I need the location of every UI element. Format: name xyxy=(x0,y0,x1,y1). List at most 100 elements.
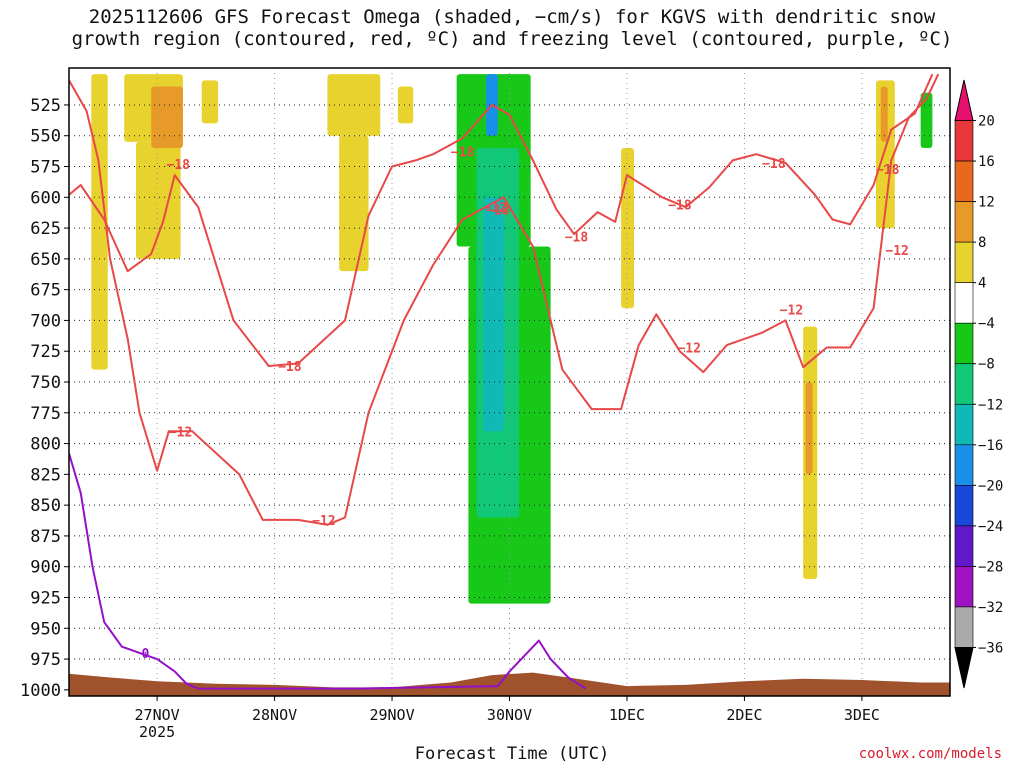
chart-title-line2: growth region (contoured, red, ºC) and f… xyxy=(71,28,953,50)
contour-label--12-0: −12 xyxy=(169,425,192,440)
y-tick-label-775: 775 xyxy=(30,404,61,424)
y-tick-label-650: 650 xyxy=(30,250,61,270)
colorbar-band-8 xyxy=(954,403,974,446)
colorbar-label-5: −4 xyxy=(978,316,995,332)
contour-lines xyxy=(69,73,940,690)
colorbar-label-11: −28 xyxy=(978,559,1003,575)
colorbar-label-2: 12 xyxy=(978,195,995,211)
colorbar-band-11 xyxy=(954,525,974,567)
colorbar-label-13: −36 xyxy=(978,640,1003,656)
colorbar-band-7 xyxy=(954,363,974,405)
x-tick-label-30NOV: 30NOV xyxy=(487,706,532,724)
colorbar-label-4: 4 xyxy=(978,276,986,292)
contour-label--18-3: −18 xyxy=(486,204,510,219)
contour-line-0 xyxy=(69,453,587,690)
contour-label--18-6: −18 xyxy=(762,157,786,172)
omega-region-13 xyxy=(621,148,635,309)
y-axis: 525 550 575 600 625 650 675 700 725 750 775 800 825 8… xyxy=(20,96,69,701)
y-tick-label-925: 925 xyxy=(30,588,61,608)
y-tick-label-750: 750 xyxy=(30,373,61,393)
omega-region-5 xyxy=(327,74,381,136)
contour-labels: −18−18−18−18−18−18−18 −18−12−12−12−12−12−… xyxy=(141,146,908,662)
y-tick-label-1000: 1000 xyxy=(20,681,61,701)
colorbar-label-12: −32 xyxy=(978,600,1003,616)
colorbar-label-7: −12 xyxy=(978,397,1003,413)
y-tick-label-900: 900 xyxy=(30,558,61,578)
contour-label--12-5: −12 xyxy=(885,244,908,259)
contour-label--12-1: −12 xyxy=(312,514,335,529)
contour-label--18-5: −18 xyxy=(668,199,692,214)
contour-label--18-7: −18 xyxy=(876,163,900,178)
y-tick-label-975: 975 xyxy=(30,650,61,670)
colorbar-label-10: −24 xyxy=(978,519,1003,535)
x-tick-sublabel-27NOV: 2025 xyxy=(139,723,175,741)
colorbar-band-6 xyxy=(954,322,974,365)
contour-line--12 xyxy=(69,73,940,526)
y-tick-label-575: 575 xyxy=(30,158,61,178)
contour-label--18-0: −18 xyxy=(167,158,191,173)
y-tick-label-850: 850 xyxy=(30,496,61,516)
colorbar-label-8: −16 xyxy=(978,438,1003,454)
colorbar-cap-top xyxy=(954,79,974,122)
colorbar-band-13 xyxy=(954,606,974,648)
omega-region-17 xyxy=(880,86,888,142)
omega-region-15 xyxy=(805,382,813,475)
y-tick-label-625: 625 xyxy=(30,219,61,239)
y-tick-label-600: 600 xyxy=(30,188,61,208)
y-tick-label-725: 725 xyxy=(30,342,61,362)
y-tick-label-700: 700 xyxy=(30,311,61,331)
y-tick-label-950: 950 xyxy=(30,619,61,639)
colorbar-label-6: −8 xyxy=(978,357,995,373)
omega-region-6 xyxy=(339,135,369,272)
y-tick-label-875: 875 xyxy=(30,527,61,547)
colorbar-label-0: 20 xyxy=(978,114,995,130)
chart-title-line1: 2025112606 GFS Forecast Omega (shaded, −… xyxy=(88,6,936,28)
colorbar-band-9 xyxy=(954,444,974,486)
colorbar-label-1: 16 xyxy=(978,154,995,170)
x-tick-label-29NOV: 29NOV xyxy=(369,706,414,724)
ground-terrain xyxy=(69,672,950,696)
colorbar-band-4 xyxy=(954,241,974,283)
y-tick-label-825: 825 xyxy=(30,465,61,485)
colorbar-band-2 xyxy=(954,160,974,202)
colorbar-label-3: 8 xyxy=(978,235,986,251)
colorbar-label-9: −20 xyxy=(978,478,1003,494)
omega-region-2 xyxy=(135,141,181,259)
y-tick-label-525: 525 xyxy=(30,96,61,116)
contour-label--18-2: −18 xyxy=(451,146,475,161)
x-tick-label-3DEC: 3DEC xyxy=(844,706,880,724)
x-axis-title: Forecast Time (UTC) xyxy=(414,744,610,764)
contour-label--18-1: −18 xyxy=(278,360,302,375)
y-tick-label-800: 800 xyxy=(30,435,61,455)
y-tick-label-550: 550 xyxy=(30,127,61,147)
colorbar-band-10 xyxy=(954,485,974,527)
omega-region-7 xyxy=(397,86,414,124)
omega-region-3 xyxy=(151,86,183,149)
omega-region-11 xyxy=(483,197,504,432)
colorbar-cap-bottom xyxy=(954,646,974,689)
contour-line--18 xyxy=(69,73,934,367)
contour-label--18-4: −18 xyxy=(565,231,589,246)
contour-label--12-3: −12 xyxy=(677,342,700,357)
contour-label-0-0: 0 xyxy=(141,647,149,662)
colorbar-band-5 xyxy=(954,282,974,324)
x-tick-label-28NOV: 28NOV xyxy=(252,706,297,724)
colorbar-band-12 xyxy=(954,566,974,608)
y-tick-label-675: 675 xyxy=(30,281,61,301)
colorbar-band-1 xyxy=(954,120,974,162)
chart-title: 2025112606 GFS Forecast Omega (shaded, −… xyxy=(0,6,1024,50)
contour-label--12-4: −12 xyxy=(780,303,803,318)
omega-region-4 xyxy=(201,80,219,124)
ground-fill xyxy=(69,672,950,696)
source-credit[interactable]: coolwx.com/models xyxy=(858,746,1002,762)
omega-region-18 xyxy=(920,92,933,149)
x-tick-label-1DEC: 1DEC xyxy=(609,706,645,724)
colorbar-band-3 xyxy=(954,201,974,243)
omega-shading xyxy=(91,74,933,604)
colorbar: 20 16 12 8 4 −4 −8 −12 −16 −20 −24 −28 −32 −36 xyxy=(954,79,1003,689)
x-tick-label-27NOV: 27NOV xyxy=(135,706,180,724)
x-tick-label-2DEC: 2DEC xyxy=(726,706,762,724)
contour-label--12-2: −12 xyxy=(484,201,507,216)
